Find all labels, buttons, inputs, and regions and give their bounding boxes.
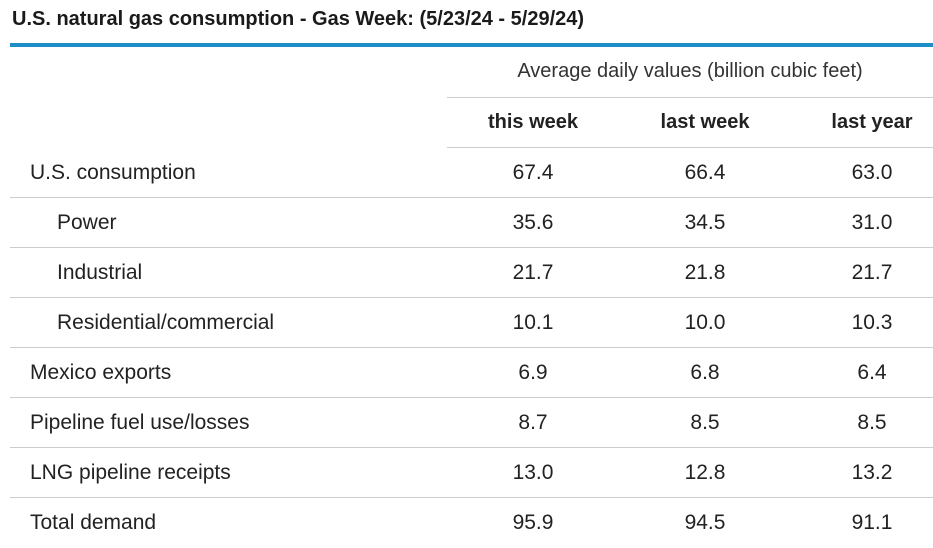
row-label: U.S. consumption [30,161,196,184]
table-row: U.S. consumption 67.4 66.4 63.0 [10,148,933,198]
row-divider [10,397,933,398]
row-divider [10,347,933,348]
table-row: Mexico exports 6.9 6.8 6.4 [10,348,933,398]
cell-this-week: 21.7 [512,261,554,284]
cell-last-week: 66.4 [684,161,726,184]
table-row: Pipeline fuel use/losses 8.7 8.5 8.5 [10,398,933,448]
cell-this-week: 95.9 [512,511,554,534]
row-label: Residential/commercial [57,311,275,334]
cell-this-week: 67.4 [512,161,554,184]
cell-last-week: 12.8 [684,461,726,484]
cell-last-year: 13.2 [851,461,893,484]
row-divider [10,447,933,448]
cell-last-week: 21.8 [684,261,726,284]
title-accent-rule [10,43,933,47]
table-row: Power 35.6 34.5 31.0 [10,198,933,248]
row-label: Mexico exports [30,361,172,384]
column-header-last-week: last week [660,111,750,133]
row-label: LNG pipeline receipts [30,461,231,484]
row-divider [10,197,933,198]
cell-this-week: 10.1 [512,311,554,334]
row-label: Power [57,211,117,234]
cell-last-year: 31.0 [851,211,893,234]
row-label: Total demand [30,511,157,534]
cell-last-year: 91.1 [851,511,893,534]
cell-last-year: 8.5 [857,411,887,434]
table-row: Industrial 21.7 21.8 21.7 [10,248,933,298]
cell-this-week: 13.0 [512,461,554,484]
cell-last-week: 6.8 [690,361,720,384]
table-row: Residential/commercial 10.1 10.0 10.3 [10,298,933,348]
cell-last-week: 8.5 [690,411,720,434]
column-header-last-year: last year [831,111,913,133]
table-title: U.S. natural gas consumption - Gas Week:… [12,8,585,30]
table-row: LNG pipeline receipts 13.0 12.8 13.2 [10,448,933,498]
cell-last-week: 34.5 [684,211,726,234]
cell-last-year: 10.3 [851,311,893,334]
cell-last-week: 94.5 [684,511,726,534]
row-label: Pipeline fuel use/losses [30,411,250,434]
row-label: Industrial [57,261,143,284]
column-group-header: Average daily values (billion cubic feet… [517,60,863,82]
cell-this-week: 8.7 [518,411,548,434]
cell-last-year: 6.4 [857,361,887,384]
cell-last-year: 21.7 [851,261,893,284]
column-header-rule [447,147,933,148]
row-divider [10,247,933,248]
cell-this-week: 6.9 [518,361,548,384]
column-header-this-week: this week [487,111,579,133]
group-header-rule [447,97,933,98]
row-divider [10,497,933,498]
table-row: Total demand 95.9 94.5 91.1 [10,498,933,548]
cell-this-week: 35.6 [512,211,554,234]
cell-last-year: 63.0 [851,161,893,184]
row-divider [10,297,933,298]
cell-last-week: 10.0 [684,311,726,334]
